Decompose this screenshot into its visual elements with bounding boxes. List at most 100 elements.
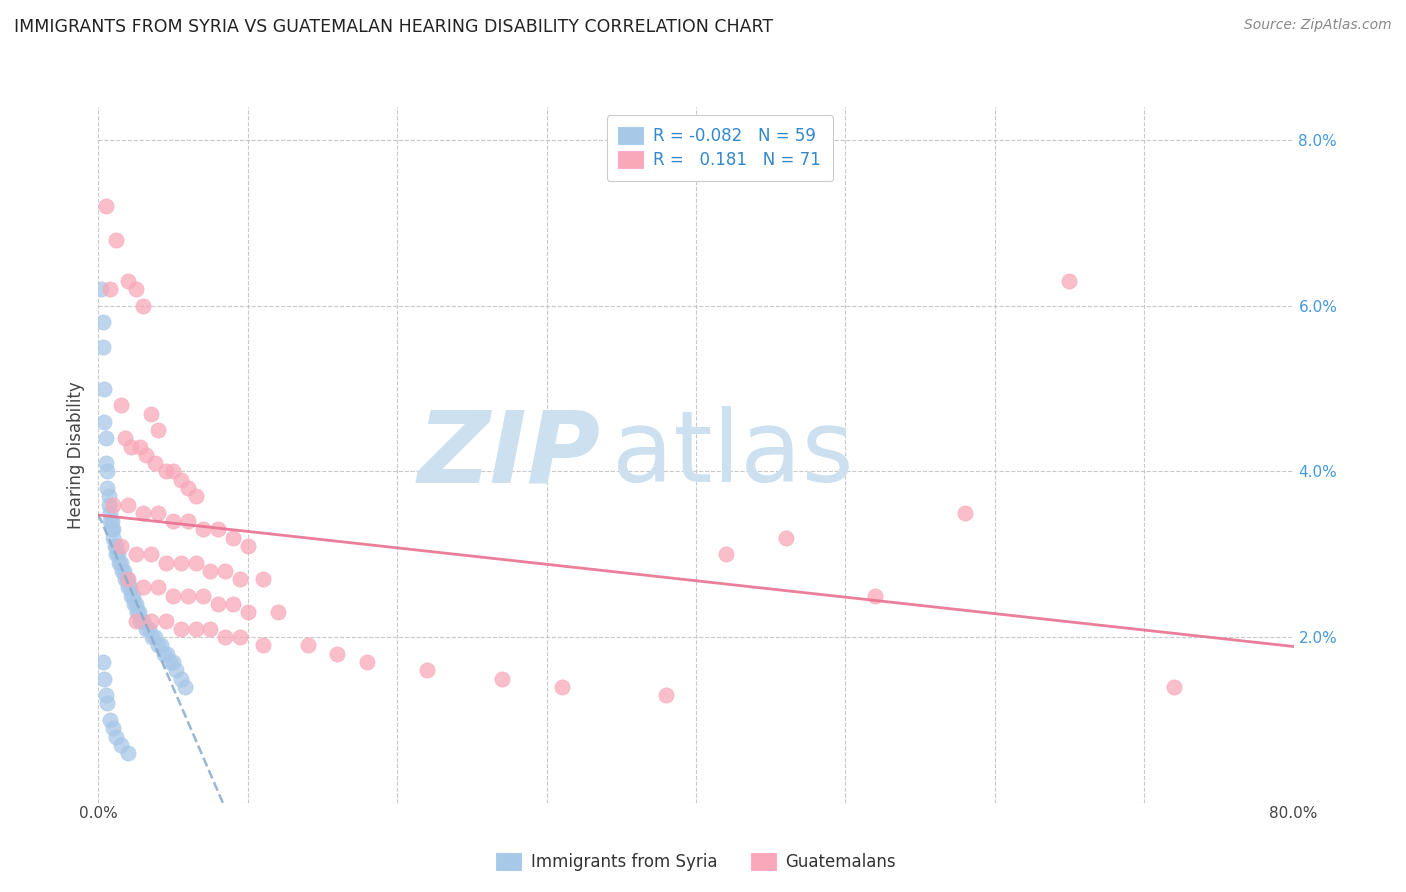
Point (96, 481, 118, 495)
Point (105, 730, 128, 744)
Point (214, 564, 236, 578)
Point (105, 539, 128, 553)
Point (105, 233, 128, 247)
Point (155, 465, 177, 479)
Point (184, 489, 207, 503)
Point (111, 564, 134, 578)
Point (93, 382, 115, 396)
Point (252, 639, 274, 653)
Point (100, 713, 122, 727)
Point (101, 523, 124, 537)
Point (112, 564, 135, 578)
Point (148, 506, 170, 520)
Point (117, 572, 139, 586)
Point (177, 514, 200, 528)
Legend: Immigrants from Syria, Guatemalans: Immigrants from Syria, Guatemalans (489, 847, 903, 878)
Point (117, 746, 139, 760)
Point (94, 199, 117, 213)
Point (117, 498, 139, 512)
Point (416, 663, 439, 677)
Point (169, 622, 191, 636)
Point (103, 721, 125, 735)
Point (108, 556, 131, 570)
Point (655, 688, 678, 702)
Point (200, 622, 222, 636)
Point (207, 523, 229, 537)
Point (222, 531, 245, 545)
Point (177, 589, 200, 603)
Point (103, 531, 125, 545)
Point (114, 431, 136, 445)
Point (94, 431, 117, 445)
Text: atlas: atlas (613, 407, 853, 503)
Point (93, 672, 115, 686)
Point (103, 523, 125, 537)
Point (200, 564, 222, 578)
Point (100, 282, 122, 296)
Point (100, 506, 122, 520)
Point (138, 622, 160, 636)
Point (132, 506, 155, 520)
Point (297, 639, 319, 653)
Point (356, 655, 378, 669)
Point (865, 589, 887, 603)
Point (214, 630, 236, 644)
Point (155, 556, 177, 570)
Point (177, 481, 200, 495)
Point (91, 315, 114, 329)
Point (101, 514, 124, 528)
Point (114, 572, 136, 586)
Point (267, 605, 290, 619)
Y-axis label: Hearing Disability: Hearing Disability (67, 381, 86, 529)
Point (91, 340, 114, 354)
Point (94, 456, 117, 470)
Point (156, 647, 179, 661)
Point (184, 556, 207, 570)
Point (162, 589, 184, 603)
Point (148, 581, 170, 595)
Text: Source: ZipAtlas.com: Source: ZipAtlas.com (1244, 18, 1392, 32)
Point (128, 605, 150, 619)
Point (139, 547, 162, 561)
Point (132, 614, 155, 628)
Point (115, 572, 138, 586)
Point (207, 597, 229, 611)
Point (97, 489, 120, 503)
Point (97, 498, 120, 512)
Text: ZIP: ZIP (418, 407, 600, 503)
Point (143, 630, 166, 644)
Point (191, 589, 214, 603)
Point (93, 415, 115, 429)
Point (714, 547, 737, 561)
Point (550, 680, 572, 694)
Point (229, 630, 252, 644)
Point (150, 639, 173, 653)
Point (96, 697, 118, 711)
Point (100, 514, 122, 528)
Point (132, 299, 155, 313)
Point (222, 597, 245, 611)
Point (159, 655, 181, 669)
Point (1163, 680, 1185, 694)
Point (775, 531, 797, 545)
Point (96, 465, 118, 479)
Point (104, 539, 127, 553)
Point (91, 655, 114, 669)
Text: IMMIGRANTS FROM SYRIA VS GUATEMALAN HEARING DISABILITY CORRELATION CHART: IMMIGRANTS FROM SYRIA VS GUATEMALAN HEAR… (14, 18, 773, 36)
Point (1059, 274, 1081, 288)
Point (117, 581, 139, 595)
Point (117, 274, 139, 288)
Point (139, 614, 162, 628)
Point (110, 398, 132, 412)
Point (155, 614, 177, 628)
Point (165, 663, 187, 677)
Point (125, 597, 148, 611)
Point (125, 614, 148, 628)
Point (90, 282, 112, 296)
Point (148, 639, 170, 653)
Point (169, 473, 191, 487)
Point (94, 688, 117, 702)
Point (174, 680, 197, 694)
Point (129, 440, 152, 454)
Point (135, 622, 157, 636)
